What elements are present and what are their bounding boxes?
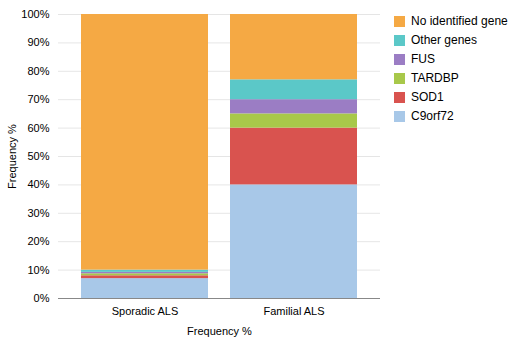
html-text:SOD1: SOD1 xyxy=(411,90,444,104)
svg-text:10%: 10% xyxy=(27,264,49,276)
html-text:FUS: FUS xyxy=(411,52,435,66)
html-text:TARDBP: TARDBP xyxy=(411,71,459,85)
svg-text:Sporadic ALS: Sporadic ALS xyxy=(112,305,179,317)
svg-text:Familial ALS: Familial ALS xyxy=(263,305,324,317)
svg-text:70%: 70% xyxy=(27,93,49,105)
html-text:C9orf72: C9orf72 xyxy=(411,109,454,123)
svg-text:60%: 60% xyxy=(27,122,49,134)
svg-text:80%: 80% xyxy=(27,65,49,77)
svg-text:Frequency %: Frequency % xyxy=(6,124,18,189)
html-text:Other genes: Other genes xyxy=(411,33,477,47)
svg-text:Frequency %: Frequency % xyxy=(187,325,252,337)
svg-text:100%: 100% xyxy=(21,8,49,20)
svg-text:90%: 90% xyxy=(27,36,49,48)
svg-text:0%: 0% xyxy=(34,292,50,304)
html-text:No identified gene: No identified gene xyxy=(411,14,508,28)
svg-text:20%: 20% xyxy=(27,235,49,247)
svg-text:50%: 50% xyxy=(27,150,49,162)
svg-text:30%: 30% xyxy=(27,207,49,219)
svg-text:40%: 40% xyxy=(27,178,49,190)
